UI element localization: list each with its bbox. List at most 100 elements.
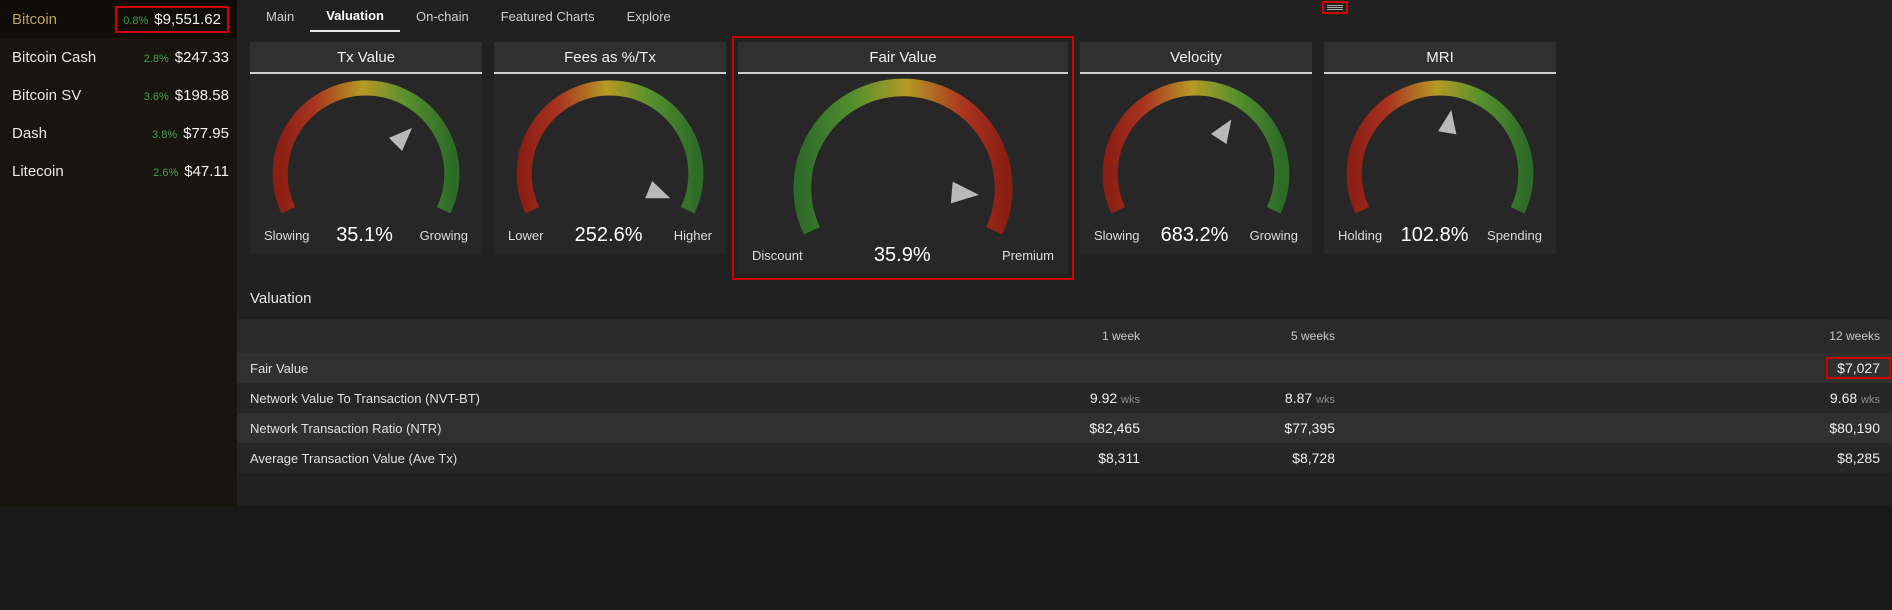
coin-price: $9,551.62 xyxy=(154,10,221,28)
gauge-tx-value[interactable]: Tx Value Slowing 35.1% Growing xyxy=(250,42,482,254)
gauge-right-label: Growing xyxy=(1249,227,1298,243)
coin-name: Bitcoin SV xyxy=(12,86,82,104)
table-row-ave-tx: Average Transaction Value (Ave Tx) $8,31… xyxy=(237,443,1892,473)
top-nav: Main Valuation On-chain Featured Charts … xyxy=(237,0,1892,32)
coin-price: $47.11 xyxy=(184,162,229,180)
gauge-title: Fair Value xyxy=(738,42,1068,72)
gauge-arc xyxy=(793,78,1013,235)
gauge-footer: Discount 35.9% Premium xyxy=(738,244,1068,274)
needle-icon xyxy=(950,181,979,204)
sidebar-item-dash[interactable]: Dash 3.8% $77.95 xyxy=(0,114,237,152)
section-title-valuation: Valuation xyxy=(250,290,312,307)
gauge-footer: Slowing 683.2% Growing xyxy=(1080,224,1312,254)
needle-icon xyxy=(645,180,671,199)
sidebar-item-bitcoin-sv[interactable]: Bitcoin SV 3.6% $198.58 xyxy=(0,76,237,114)
coin-change: 2.8% xyxy=(143,52,169,65)
gauge-footer: Holding 102.8% Spending xyxy=(1324,224,1556,254)
tab-featured-charts[interactable]: Featured Charts xyxy=(500,8,595,24)
gauge-value: 35.9% xyxy=(873,243,931,266)
gauge-title-underline xyxy=(1324,72,1556,74)
sidebar-item-bitcoin-cash[interactable]: Bitcoin Cash 2.8% $247.33 xyxy=(0,38,237,76)
cell-5-weeks: 8.87 wks xyxy=(1284,390,1335,406)
coin-price: $247.33 xyxy=(174,48,229,66)
gauge-title-underline xyxy=(738,72,1068,74)
gauge-value: 683.2% xyxy=(1160,223,1229,246)
gauge-dial xyxy=(250,74,482,224)
gauge-dial xyxy=(738,74,1068,244)
table-row-nvt-bt: Network Value To Transaction (NVT-BT) 9.… xyxy=(237,383,1892,413)
gauge-left-label: Discount xyxy=(752,247,803,263)
gauge-mri[interactable]: MRI Holding 102.8% Spending xyxy=(1324,42,1556,254)
gauge-title-underline xyxy=(1080,72,1312,74)
cell-1-week: $82,465 xyxy=(1089,420,1140,436)
coin-name: Litecoin xyxy=(12,162,64,180)
gauge-left-label: Holding xyxy=(1338,227,1383,243)
coin-sidebar: Bitcoin 0.8% $9,551.62 Bitcoin Cash 2.8%… xyxy=(0,0,237,506)
gauge-fair-value[interactable]: Fair Value Discount 35.9% Premium xyxy=(732,36,1074,280)
gauge-title: Fees as %/Tx xyxy=(494,42,726,72)
cell-5-weeks: $77,395 xyxy=(1284,420,1335,436)
coin-change: 2.6% xyxy=(153,166,179,179)
needle-icon xyxy=(1438,109,1457,135)
cell-1-week: 9.92 wks xyxy=(1089,390,1140,406)
tab-valuation[interactable]: Valuation xyxy=(310,0,400,32)
hamburger-menu-icon[interactable] xyxy=(1322,1,1348,14)
gauge-arc xyxy=(1346,80,1534,214)
main-content: Main Valuation On-chain Featured Charts … xyxy=(237,0,1892,506)
coin-change: 3.8% xyxy=(152,128,178,141)
coin-name: Bitcoin xyxy=(12,10,58,28)
needle-icon xyxy=(388,128,412,151)
gauge-arc xyxy=(1102,80,1290,214)
coin-change: 3.6% xyxy=(143,90,169,103)
cell-1-week: $8,311 xyxy=(1098,450,1140,466)
tab-on-chain[interactable]: On-chain xyxy=(415,8,469,24)
gauge-dial xyxy=(1080,74,1312,224)
table-row-ntr: Network Transaction Ratio (NTR) $82,465 … xyxy=(237,413,1892,443)
gauge-dial xyxy=(494,74,726,224)
table-row-fair-value: Fair Value $7,027 xyxy=(237,353,1892,383)
gauge-right-label: Higher xyxy=(673,227,712,243)
gauge-right-label: Premium xyxy=(1001,247,1054,263)
row-label: Network Transaction Ratio (NTR) xyxy=(250,420,442,436)
gauge-title: Tx Value xyxy=(250,42,482,72)
gauge-value: 35.1% xyxy=(336,223,393,246)
gauge-row: Tx Value Slowing 35.1% Growing Fees as %… xyxy=(237,32,1892,280)
table-header-row: 1 week 5 weeks 12 weeks xyxy=(237,319,1892,353)
sidebar-item-litecoin[interactable]: Litecoin 2.6% $47.11 xyxy=(0,152,237,190)
gauge-arc xyxy=(272,80,460,214)
gauge-title: Velocity xyxy=(1080,42,1312,72)
table-header-12-weeks: 12 weeks xyxy=(1829,329,1880,343)
row-label: Average Transaction Value (Ave Tx) xyxy=(250,450,458,466)
gauge-arc xyxy=(516,80,704,214)
gauge-velocity[interactable]: Velocity Slowing 683.2% Growing xyxy=(1080,42,1312,254)
gauge-fees[interactable]: Fees as %/Tx Lower 252.6% Higher xyxy=(494,42,726,254)
sidebar-item-bitcoin[interactable]: Bitcoin 0.8% $9,551.62 xyxy=(0,0,237,38)
annotation-box-fair-value-12-weeks: $7,027 xyxy=(1826,357,1891,379)
gauge-footer: Lower 252.6% Higher xyxy=(494,224,726,254)
gauge-value: 252.6% xyxy=(574,223,643,246)
gauge-right-label: Spending xyxy=(1487,227,1542,243)
coin-price: $77.95 xyxy=(183,124,229,142)
app-window: Bitcoin 0.8% $9,551.62 Bitcoin Cash 2.8%… xyxy=(0,0,1892,506)
coin-price: $198.58 xyxy=(174,86,229,104)
cell-12-weeks: $8,285 xyxy=(1837,450,1880,466)
row-label: Fair Value xyxy=(250,360,309,376)
table-header-5-weeks: 5 weeks xyxy=(1290,329,1335,343)
gauge-footer: Slowing 35.1% Growing xyxy=(250,224,482,254)
gauge-left-label: Slowing xyxy=(1094,227,1140,243)
coin-name: Dash xyxy=(12,124,48,142)
cell-12-weeks: $80,190 xyxy=(1829,420,1880,436)
tab-explore[interactable]: Explore xyxy=(626,8,671,24)
needle-icon xyxy=(1210,119,1232,144)
gauge-title-underline xyxy=(494,72,726,74)
cell-12-weeks: $7,027 xyxy=(1347,357,1892,379)
coin-change: 0.8% xyxy=(123,14,149,27)
tab-main[interactable]: Main xyxy=(266,8,295,24)
row-label: Network Value To Transaction (NVT-BT) xyxy=(250,390,480,406)
valuation-table: 1 week 5 weeks 12 weeks Fair Value $7,02… xyxy=(237,319,1892,473)
table-header-1-week: 1 week xyxy=(1101,329,1140,343)
gauge-title-underline xyxy=(250,72,482,74)
coin-name: Bitcoin Cash xyxy=(12,48,97,66)
cell-5-weeks: $8,728 xyxy=(1292,450,1335,466)
gauge-title: MRI xyxy=(1324,42,1556,72)
